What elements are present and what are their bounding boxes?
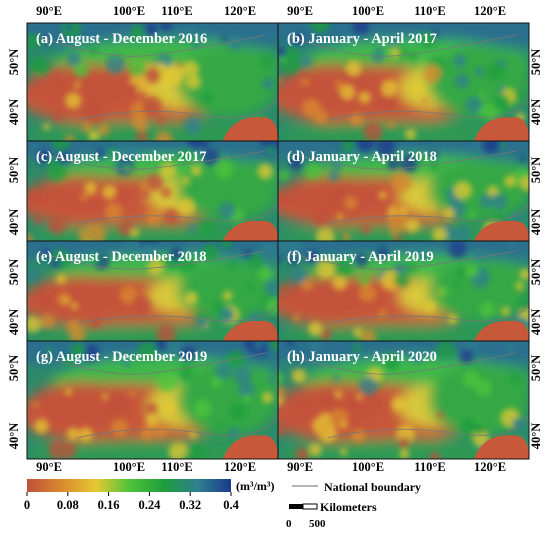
latitude-tick-label: 50°N xyxy=(529,355,543,382)
national-boundary-line xyxy=(77,202,278,224)
longitude-tick-label: 90°E xyxy=(36,4,62,18)
colorbar-ticks: 0 0.08 0.16 0.24 0.32 0.4 xyxy=(24,492,240,512)
latitude-tick-label: 50°N xyxy=(529,49,543,76)
longitude-tick-label: 90°E xyxy=(36,460,62,474)
latitude-tick-label: 40°N xyxy=(7,309,21,336)
longitude-tick-label: 120°E xyxy=(224,460,256,474)
panel-title: (h) January - April 2020 xyxy=(287,349,437,365)
latitude-tick-label: 50°N xyxy=(7,355,21,382)
panel-title: (b) January - April 2017 xyxy=(287,31,437,47)
map-panel: (c) August - December 2017 xyxy=(26,140,279,242)
latitude-tick-label: 50°N xyxy=(529,259,543,286)
panel-title: (e) August - December 2018 xyxy=(36,249,206,265)
map-panels: (a) August - December 2016 (b) January - … xyxy=(26,22,530,460)
colorbar-gradient xyxy=(27,479,231,492)
latitude-tick-label: 40°N xyxy=(7,99,21,126)
scale-tick-500: 500 xyxy=(309,518,326,530)
south-east-dry-region xyxy=(473,435,529,459)
latitude-tick-label: 40°N xyxy=(529,209,543,236)
longitude-tick-label: 100°E xyxy=(352,4,384,18)
south-east-dry-region xyxy=(222,117,278,141)
longitude-tick-label: 120°E xyxy=(224,4,256,18)
national-boundary-line xyxy=(328,95,529,121)
longitude-tick-label: 90°E xyxy=(287,460,313,474)
colorbar: 0 0.08 0.16 0.24 0.32 0.4 (m³/m³) xyxy=(24,479,275,512)
scale-bar-label: Kilometers xyxy=(320,500,377,514)
national-boundary-line xyxy=(77,302,278,324)
national-boundary-line xyxy=(290,34,517,57)
latitude-tick-label: 50°N xyxy=(7,259,21,286)
map-panel: (e) August - December 2018 xyxy=(26,240,279,342)
longitude-tick-label: 110°E xyxy=(161,460,192,474)
scale-bar: Kilometers 0 500 xyxy=(286,500,377,530)
south-east-dry-region xyxy=(473,320,529,341)
map-panel: (h) January - April 2020 xyxy=(277,340,530,460)
national-boundary-line xyxy=(290,352,517,375)
latitude-tick-label: 40°N xyxy=(529,309,543,336)
longitude-tick-label: 100°E xyxy=(113,4,145,18)
panel-title: (a) August - December 2016 xyxy=(36,31,207,47)
map-panel: (a) August - December 2016 xyxy=(26,22,279,142)
south-east-dry-region xyxy=(222,320,278,341)
left-latitude-labels: 50°N 40°N 50°N 40°N 50°N 40°N 50°N 40°N xyxy=(7,49,21,450)
colorbar-tick-label: 0.16 xyxy=(98,498,120,512)
colorbar-unit: (m³/m³) xyxy=(236,479,275,493)
national-boundary-line xyxy=(39,150,266,170)
panel-title: (c) August - December 2017 xyxy=(36,149,206,165)
longitude-tick-label: 120°E xyxy=(474,460,506,474)
latitude-tick-label: 50°N xyxy=(7,49,21,76)
national-boundary-line xyxy=(77,95,278,121)
national-boundary-line xyxy=(290,250,517,270)
scale-tick-0: 0 xyxy=(286,518,292,530)
map-panel: (f) January - April 2019 xyxy=(277,240,530,342)
latitude-tick-label: 40°N xyxy=(7,209,21,236)
longitude-tick-label: 120°E xyxy=(474,4,506,18)
national-boundary-line xyxy=(328,202,529,224)
national-boundary-line xyxy=(290,150,517,170)
colorbar-tick-label: 0.4 xyxy=(223,498,239,512)
bottom-longitude-labels: 90°E 90°E 100°E 100°E 110°E 110°E 120°E 120°E xyxy=(36,460,506,474)
panel-frame xyxy=(277,340,530,460)
latitude-tick-label: 40°N xyxy=(7,423,21,450)
map-legend: National boundary Kilometers 0 500 xyxy=(286,480,421,530)
longitude-tick-label: 90°E xyxy=(287,4,313,18)
map-panel: (g) August - December 2019 xyxy=(26,340,279,460)
colorbar-tick-label: 0.08 xyxy=(57,498,79,512)
panel-title: (d) January - April 2018 xyxy=(287,149,437,165)
longitude-tick-label: 110°E xyxy=(414,4,445,18)
south-east-dry-region xyxy=(222,435,278,459)
colorbar-tick-label: 0.32 xyxy=(179,498,201,512)
map-panel: (b) January - April 2017 xyxy=(277,22,530,142)
longitude-tick-label: 110°E xyxy=(414,460,445,474)
right-latitude-labels: 50°N 40°N 50°N 40°N 50°N 40°N 50°N 40°N xyxy=(529,49,543,450)
national-boundary-label: National boundary xyxy=(324,480,421,494)
longitude-tick-label: 100°E xyxy=(113,460,145,474)
top-longitude-labels: 90°E 90°E 100°E 100°E 110°E 110°E 120°E 120°E xyxy=(36,4,506,18)
south-east-dry-region xyxy=(473,220,529,241)
latitude-tick-label: 50°N xyxy=(529,157,543,184)
national-boundary-line xyxy=(77,413,278,439)
national-boundary-line xyxy=(39,250,266,270)
latitude-tick-label: 40°N xyxy=(529,99,543,126)
colorbar-tick-label: 0 xyxy=(24,498,30,512)
panel-title: (g) August - December 2019 xyxy=(36,349,207,365)
south-east-dry-region xyxy=(473,117,529,141)
south-east-dry-region xyxy=(222,220,278,241)
scale-bar-white xyxy=(302,503,318,510)
colorbar-tick-label: 0.24 xyxy=(138,498,161,512)
national-boundary-line xyxy=(328,413,529,439)
national-boundary-line xyxy=(39,34,266,57)
latitude-tick-label: 50°N xyxy=(7,157,21,184)
map-panel: (d) January - April 2018 xyxy=(277,140,530,242)
latitude-tick-label: 40°N xyxy=(529,423,543,450)
longitude-tick-label: 110°E xyxy=(161,4,192,18)
national-boundary-line xyxy=(39,352,266,375)
panel-title: (f) January - April 2019 xyxy=(287,249,434,265)
national-boundary-line xyxy=(328,302,529,324)
scale-bar-black xyxy=(289,504,303,509)
longitude-tick-label: 100°E xyxy=(352,460,384,474)
